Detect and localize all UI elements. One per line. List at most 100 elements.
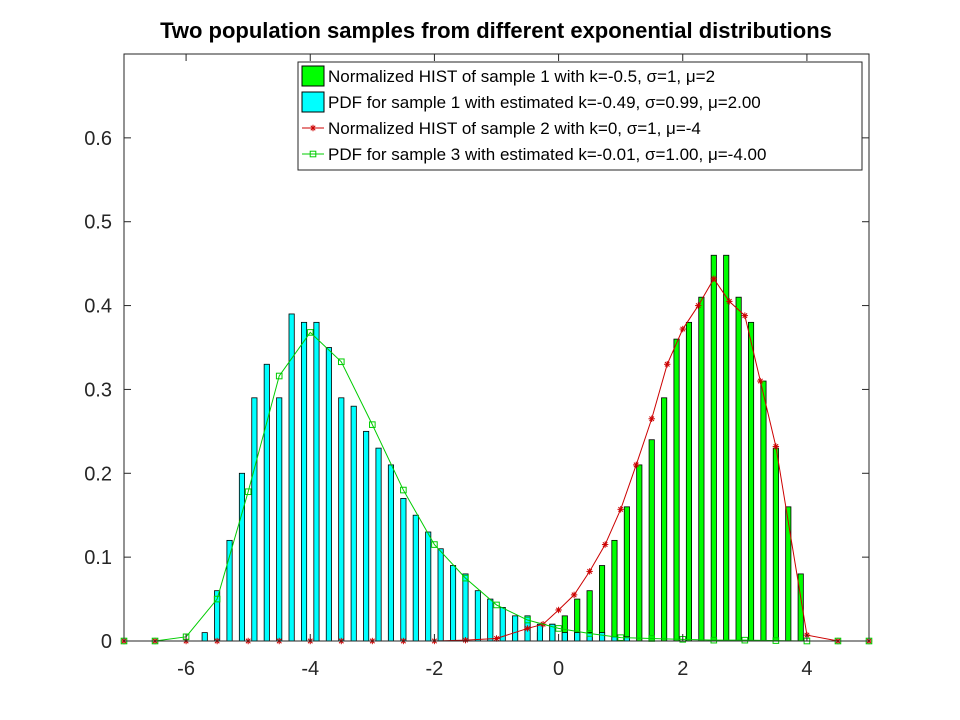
legend-entry-label: PDF for sample 3 with estimated k=-0.01,… (328, 145, 766, 164)
series-2-point (648, 415, 655, 422)
series-0-bar (748, 321, 755, 642)
series-3-point (244, 488, 252, 496)
series-3-point (431, 541, 438, 548)
series-2-point (664, 361, 671, 368)
series-1-bar (462, 573, 469, 642)
y-tick-label: 0.4 (84, 296, 112, 318)
series-2-point (555, 606, 562, 614)
series-1-bar (363, 430, 370, 642)
series-0-bar (760, 380, 767, 642)
series-1-bar (375, 447, 382, 642)
series-2-point (710, 275, 717, 282)
series-1-bar (487, 598, 494, 642)
series-0-bar (685, 321, 693, 642)
x-tick-label: 0 (553, 658, 564, 680)
x-tick-label: -6 (177, 658, 195, 680)
series-0-bar (599, 565, 606, 642)
axes-layer: -6 -4 -2 0 2 4 0 0.1 0.2 0.3 0.4 0.5 0.6 (84, 53, 870, 680)
series-3-point (741, 636, 749, 644)
series-3-point (555, 625, 562, 632)
y-tick-label: 0.6 (84, 128, 112, 150)
x-tick-label: 4 (801, 658, 812, 680)
legend-entry-label: Normalized HIST of sample 1 with k=-0.5,… (328, 67, 715, 86)
series-1-bar (449, 565, 457, 642)
series-1-bar (325, 347, 332, 642)
series-3-point (275, 372, 283, 380)
series-2-point (462, 636, 469, 644)
series-1-bar (512, 615, 519, 642)
y-tick-label: 0.1 (84, 547, 112, 569)
y-tick-label: 0.3 (84, 379, 112, 401)
series-0-bar (698, 296, 705, 642)
series-2-point (726, 298, 733, 305)
legend-swatch (301, 65, 325, 87)
series-1-bar (425, 531, 432, 642)
series-2-point (632, 461, 640, 469)
series-1-bar (400, 498, 407, 642)
axes-frame (123, 53, 870, 642)
series-3-point (213, 595, 221, 603)
series-3-point (337, 358, 345, 366)
series-2-point (772, 443, 780, 450)
legend-marker (309, 150, 317, 158)
series-1-bar (561, 632, 568, 642)
series-2-point (524, 625, 531, 632)
series-1-bar (599, 632, 606, 642)
y-tick-label: 0 (101, 631, 112, 653)
series-3-point (400, 486, 407, 494)
x-tick-label: -4 (301, 658, 319, 680)
series-1-bar (288, 313, 295, 642)
series-0-bar (735, 296, 742, 642)
series-1-bar (350, 405, 357, 642)
series-0-bar (710, 254, 717, 642)
series-1-bar (437, 548, 444, 642)
series-2-point (570, 591, 578, 599)
series-1-bar (313, 321, 320, 642)
series-1-bar (263, 363, 270, 642)
series-1-bar (300, 321, 308, 642)
series-3-point (524, 616, 531, 624)
series-2-point (586, 568, 593, 575)
series-3-point (617, 634, 624, 641)
series-3-point (369, 421, 376, 428)
legend-entry-label: Normalized HIST of sample 2 with k=0, σ=… (328, 119, 701, 138)
series-0-bar (785, 506, 792, 642)
bars-layer (201, 254, 804, 642)
series-0-bar (611, 539, 618, 642)
series-3-point (586, 630, 593, 637)
series-2-point (679, 325, 686, 333)
series-1-bar (474, 590, 481, 642)
legend-swatch (301, 91, 325, 113)
series-1-bar (536, 623, 544, 642)
series-2-point (493, 635, 500, 642)
legend: Normalized HIST of sample 1 with k=-0.5,… (297, 61, 863, 171)
series-0-bar (648, 439, 655, 642)
series-3-line (124, 331, 869, 642)
legend-marker (309, 124, 317, 132)
x-tick-label: 2 (677, 658, 688, 680)
series-2-point (757, 377, 764, 385)
series-3-point (710, 636, 718, 644)
series-0-bar (673, 338, 680, 642)
series-1-bar (201, 632, 208, 642)
series-2-point (695, 302, 702, 309)
series-0-bar (723, 254, 730, 642)
series-1-bar (574, 632, 581, 642)
y-tick-label: 0.2 (84, 463, 112, 485)
series-1-bar (251, 397, 258, 642)
lines-layer (120, 275, 873, 645)
series-3-point (306, 329, 314, 336)
series-2-point (741, 312, 749, 319)
x-tick-label: -2 (426, 658, 444, 680)
series-1-bar (276, 397, 283, 642)
series-3-point (493, 601, 500, 609)
series-0-bar (772, 447, 779, 642)
series-1-bar (387, 464, 395, 642)
series-1-bar (412, 514, 419, 642)
series-1-bar (338, 397, 345, 642)
series-0-bar (661, 397, 668, 642)
series-2-point (601, 541, 609, 548)
series-3-point (462, 574, 469, 582)
legend-entry-label: PDF for sample 1 with estimated k=-0.49,… (328, 93, 761, 112)
